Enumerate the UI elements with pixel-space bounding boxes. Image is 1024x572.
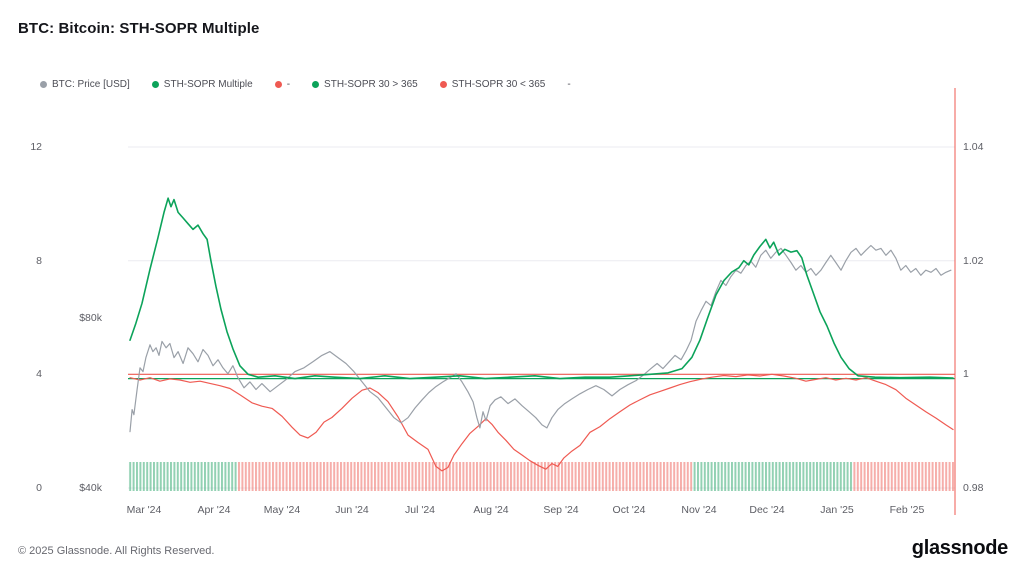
- x-axis-tick: Aug '24: [473, 504, 509, 516]
- legend: BTC: Price [USD] STH-SOPR Multiple - STH…: [40, 79, 571, 90]
- left-axis-tick: 8: [36, 255, 42, 267]
- legend-label: STH-SOPR 30 > 365: [324, 79, 418, 90]
- left-axis-tick: 12: [30, 141, 42, 153]
- price-axis-tick: $40k: [79, 482, 102, 494]
- left-axis-tick: 0: [36, 482, 42, 494]
- footer-copyright: © 2025 Glassnode. All Rights Reserved.: [18, 545, 215, 557]
- legend-label: STH-SOPR Multiple: [163, 79, 253, 90]
- legend-item[interactable]: STH-SOPR 30 > 365: [312, 79, 418, 90]
- series-path: [129, 197, 954, 380]
- series-path: [129, 373, 954, 472]
- legend-label: -: [286, 79, 291, 90]
- left-axis-tick: 4: [36, 368, 42, 380]
- x-axis-tick: Apr '24: [197, 504, 231, 516]
- x-axis-tick: Jul '24: [404, 504, 436, 516]
- regime-strip-segment: [128, 462, 237, 491]
- x-axis-tick: Feb '25: [889, 504, 925, 516]
- right-axis-tick: 1.04: [963, 141, 984, 153]
- x-axis-tick: Jun '24: [335, 504, 369, 516]
- x-axis-tick: Jan '25: [820, 504, 854, 516]
- legend-label: -: [567, 79, 571, 90]
- legend-dot-icon: [151, 81, 159, 88]
- right-axis-tick: 1: [963, 368, 969, 380]
- x-axis-tick: May '24: [263, 504, 301, 516]
- legend-item[interactable]: STH-SOPR Multiple: [151, 79, 253, 90]
- legend-dot-icon: [439, 81, 447, 88]
- legend-item[interactable]: BTC: Price [USD]: [40, 79, 130, 90]
- legend-dot-icon: [274, 81, 282, 88]
- x-axis-tick: Nov '24: [681, 504, 717, 516]
- legend-label: STH-SOPR 30 < 365: [451, 79, 546, 90]
- price-axis-tick: $80k: [79, 312, 102, 324]
- x-axis-tick: Oct '24: [612, 504, 646, 516]
- glassnode-logo[interactable]: glassnode: [911, 537, 1009, 559]
- x-axis-tick: Dec '24: [749, 504, 785, 516]
- regime-strip-segment: [692, 462, 854, 491]
- legend-item[interactable]: -: [567, 79, 570, 90]
- page-title: BTC: Bitcoin: STH-SOPR Multiple: [18, 20, 260, 37]
- regime-strip-segment: [236, 462, 693, 491]
- right-axis-tick: 1.02: [963, 255, 984, 267]
- right-axis-tick: 0.98: [963, 482, 984, 494]
- legend-label: BTC: Price [USD]: [52, 79, 130, 90]
- legend-item[interactable]: -: [274, 79, 291, 90]
- legend-dot-icon: [312, 81, 320, 88]
- legend-dot-icon: [40, 81, 47, 88]
- series-path: [129, 244, 952, 433]
- x-axis-tick: Sep '24: [543, 504, 579, 516]
- x-axis-tick: Mar '24: [126, 504, 162, 516]
- legend-item[interactable]: STH-SOPR 30 < 365: [439, 79, 546, 90]
- regime-strip-segment: [853, 462, 955, 491]
